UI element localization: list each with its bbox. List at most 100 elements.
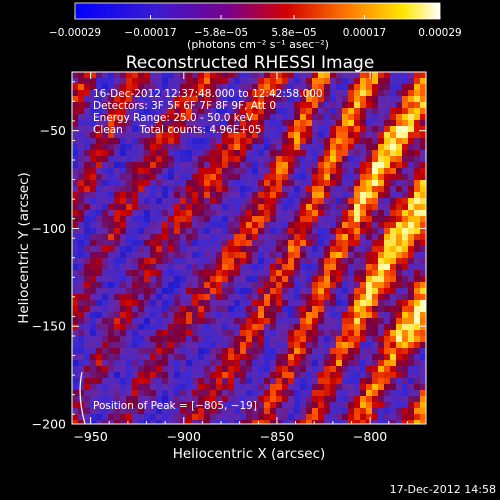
- heatmap-cell: [264, 348, 271, 355]
- heatmap-cell: [342, 234, 349, 241]
- heatmap-cell: [354, 174, 361, 181]
- heatmap-cell: [324, 108, 331, 115]
- heatmap-cell: [162, 300, 169, 307]
- heatmap-cell: [192, 90, 199, 97]
- heatmap-cell: [336, 84, 343, 91]
- heatmap-cell: [420, 192, 426, 199]
- heatmap-cell: [414, 234, 421, 241]
- heatmap-cell: [312, 126, 319, 133]
- heatmap-cell: [168, 336, 175, 343]
- heatmap-cell: [120, 72, 127, 79]
- heatmap-cell: [396, 120, 403, 127]
- heatmap-cell: [186, 174, 193, 181]
- heatmap-cell: [276, 222, 283, 229]
- heatmap-cell: [390, 360, 397, 367]
- heatmap-cell: [390, 204, 397, 211]
- heatmap-cell: [222, 384, 229, 391]
- heatmap-cell: [90, 294, 97, 301]
- heatmap-cell: [156, 162, 163, 169]
- heatmap-cell: [204, 126, 211, 133]
- heatmap-cell: [102, 222, 109, 229]
- heatmap-cell: [306, 174, 313, 181]
- heatmap-cell: [102, 186, 109, 193]
- heatmap-cell: [414, 312, 421, 319]
- heatmap-cell: [270, 198, 277, 205]
- heatmap-cell: [234, 312, 241, 319]
- heatmap-cell: [420, 264, 426, 271]
- heatmap-cell: [414, 246, 421, 253]
- heatmap-cell: [396, 306, 403, 313]
- heatmap-cell: [342, 102, 349, 109]
- heatmap-cell: [210, 408, 217, 415]
- heatmap-cell: [378, 210, 385, 217]
- heatmap-cell: [270, 384, 277, 391]
- heatmap-cell: [306, 204, 313, 211]
- heatmap-cell: [84, 396, 91, 403]
- heatmap-cell: [240, 270, 247, 277]
- annotation-method: Clean Total counts: 4.96E+05: [93, 124, 262, 136]
- heatmap-cell: [282, 150, 289, 157]
- heatmap-cell: [342, 96, 349, 103]
- heatmap-cell: [366, 156, 373, 163]
- heatmap-cell: [396, 276, 403, 283]
- heatmap-cell: [396, 240, 403, 247]
- heatmap-cell: [198, 270, 205, 277]
- heatmap-cell: [324, 366, 331, 373]
- heatmap-cell: [420, 126, 426, 133]
- heatmap-cell: [354, 258, 361, 265]
- heatmap-cell: [252, 396, 259, 403]
- heatmap-cell: [180, 420, 187, 424]
- heatmap-cell: [360, 228, 367, 235]
- heatmap-cell: [366, 282, 373, 289]
- heatmap-cell: [144, 408, 151, 415]
- heatmap-cell: [216, 264, 223, 271]
- heatmap-cell: [354, 408, 361, 415]
- heatmap-cell: [312, 276, 319, 283]
- heatmap-cell: [348, 276, 355, 283]
- heatmap-cell: [360, 186, 367, 193]
- heatmap-cell: [144, 180, 151, 187]
- heatmap-cell: [252, 246, 259, 253]
- heatmap-cell: [126, 270, 133, 277]
- heatmap-cell: [252, 372, 259, 379]
- heatmap-cell: [72, 294, 79, 301]
- heatmap-cell: [348, 396, 355, 403]
- heatmap-cell: [72, 228, 79, 235]
- heatmap-cell: [132, 384, 139, 391]
- heatmap-cell: [318, 288, 325, 295]
- heatmap-cell: [156, 318, 163, 325]
- heatmap-cell: [216, 306, 223, 313]
- heatmap-cell: [270, 96, 277, 103]
- heatmap-cell: [150, 162, 157, 169]
- heatmap-cell: [348, 402, 355, 409]
- heatmap-cell: [228, 270, 235, 277]
- heatmap-cell: [342, 378, 349, 385]
- heatmap-cell: [294, 258, 301, 265]
- heatmap-cell: [378, 180, 385, 187]
- heatmap-cell: [318, 312, 325, 319]
- heatmap-cell: [234, 84, 241, 91]
- heatmap-cell: [84, 414, 91, 421]
- heatmap-cell: [198, 102, 205, 109]
- heatmap-cell: [318, 396, 325, 403]
- heatmap-cell: [324, 246, 331, 253]
- heatmap-cell: [150, 234, 157, 241]
- heatmap-cell: [126, 174, 133, 181]
- heatmap-cell: [144, 300, 151, 307]
- heatmap-cell: [96, 360, 103, 367]
- heatmap-cell: [342, 192, 349, 199]
- heatmap-cell: [270, 420, 277, 424]
- heatmap-cell: [132, 342, 139, 349]
- heatmap-cell: [78, 114, 85, 121]
- heatmap-cell: [288, 84, 295, 91]
- heatmap-cell: [186, 84, 193, 91]
- heatmap-cell: [174, 132, 181, 139]
- heatmap-cell: [378, 288, 385, 295]
- heatmap-cell: [312, 282, 319, 289]
- heatmap-cell: [192, 420, 199, 424]
- heatmap-cell: [138, 78, 145, 85]
- heatmap-cell: [120, 402, 127, 409]
- heatmap-cell: [264, 276, 271, 283]
- heatmap-cell: [348, 258, 355, 265]
- heatmap-cell: [270, 348, 277, 355]
